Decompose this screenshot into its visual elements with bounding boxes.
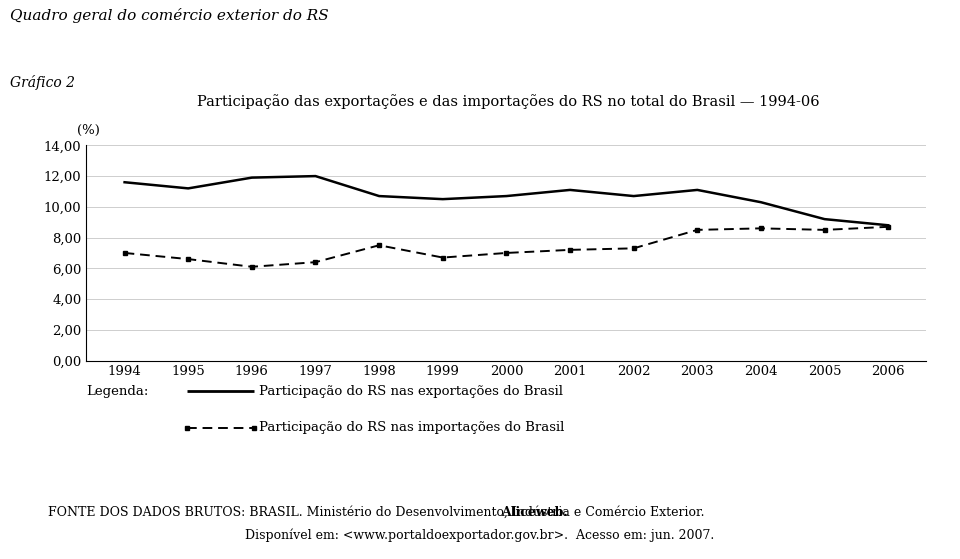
Text: Quadro geral do comércio exterior do RS: Quadro geral do comércio exterior do RS — [10, 8, 328, 23]
Text: Participação do RS nas importações do Brasil: Participação do RS nas importações do Br… — [259, 421, 564, 434]
Text: (%): (%) — [77, 124, 100, 137]
Text: Participação do RS nas exportações do Brasil: Participação do RS nas exportações do Br… — [259, 385, 564, 398]
Text: Disponível em: <www.portaldoexportador.gov.br>.  Acesso em: jun. 2007.: Disponível em: <www.portaldoexportador.g… — [246, 529, 714, 542]
Text: Aliceweb.: Aliceweb. — [501, 506, 568, 519]
Text: Participação das exportações e das importações do RS no total do Brasil — 1994-0: Participação das exportações e das impor… — [198, 94, 820, 109]
Text: FONTE DOS DADOS BRUTOS: BRASIL. Ministério do Desenvolvimento, Indústria e Comér: FONTE DOS DADOS BRUTOS: BRASIL. Ministér… — [48, 506, 712, 519]
Text: Gráfico 2: Gráfico 2 — [10, 75, 75, 91]
Text: Legenda:: Legenda: — [86, 385, 149, 398]
